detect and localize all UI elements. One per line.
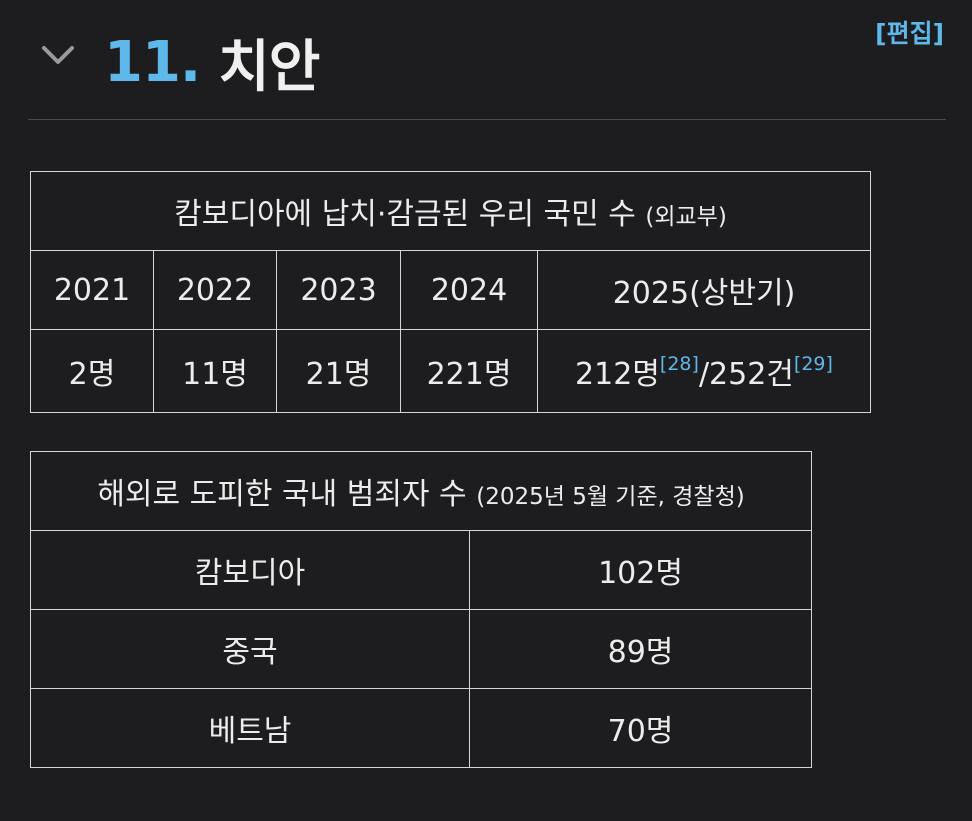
count-cell-2025: 212명[28]/252건[29] bbox=[537, 329, 871, 413]
count-cell: 221명 bbox=[400, 329, 538, 413]
count-cell: 11명 bbox=[153, 329, 277, 413]
footnote-link-28[interactable]: [28] bbox=[659, 353, 699, 375]
year-header: 2022 bbox=[153, 250, 277, 330]
table-title-cell: 캄보디아에 납치·감금된 우리 국민 수 (외교부) bbox=[30, 171, 871, 251]
chevron-down-icon[interactable] bbox=[40, 40, 76, 70]
year-header: 2023 bbox=[276, 250, 401, 330]
table-source: (2025년 5월 기준, 경찰청) bbox=[476, 484, 745, 510]
year-header: 2025(상반기) bbox=[537, 250, 871, 330]
count-value-persons: 212명 bbox=[575, 357, 660, 392]
footnote-link-29[interactable]: [29] bbox=[793, 353, 833, 375]
separator: / bbox=[698, 357, 710, 392]
year-header: 2024 bbox=[400, 250, 538, 330]
section-heading: 11. 치안 bbox=[104, 22, 320, 102]
count-cell: 2명 bbox=[30, 329, 154, 413]
table-title: 캄보디아에 납치·감금된 우리 국민 수 bbox=[174, 197, 636, 232]
table-row: 베트남 70명 bbox=[30, 688, 813, 768]
edit-link[interactable]: [편집] bbox=[875, 19, 944, 48]
table-row: 중국 89명 bbox=[30, 609, 813, 689]
count-cell: 102명 bbox=[468, 530, 813, 610]
count-cell: 21명 bbox=[276, 329, 401, 413]
table-title-cell: 해외로 도피한 국내 범죄자 수 (2025년 5월 기준, 경찰청) bbox=[29, 451, 813, 531]
section-title: 치안 bbox=[218, 34, 320, 100]
year-header: 2021 bbox=[30, 250, 154, 330]
table-row: 캄보디아 102명 bbox=[30, 530, 813, 610]
fugitives-table: 해외로 도피한 국내 범죄자 수 (2025년 5월 기준, 경찰청) 캄보디아… bbox=[29, 451, 813, 768]
table-title: 해외로 도피한 국내 범죄자 수 bbox=[97, 477, 467, 512]
section-number[interactable]: 11. bbox=[104, 29, 201, 95]
count-cell: 89명 bbox=[468, 609, 813, 689]
country-cell: 캄보디아 bbox=[30, 530, 470, 610]
count-value-cases: 252건 bbox=[709, 357, 794, 392]
country-cell: 중국 bbox=[30, 609, 470, 689]
country-cell: 베트남 bbox=[30, 688, 470, 768]
kidnapped-citizens-table: 캄보디아에 납치·감금된 우리 국민 수 (외교부) 2021 2022 202… bbox=[30, 171, 871, 413]
count-cell: 70명 bbox=[468, 688, 813, 768]
table-source: (외교부) bbox=[645, 204, 727, 230]
section-header: 11. 치안 [편집] bbox=[28, 0, 946, 120]
